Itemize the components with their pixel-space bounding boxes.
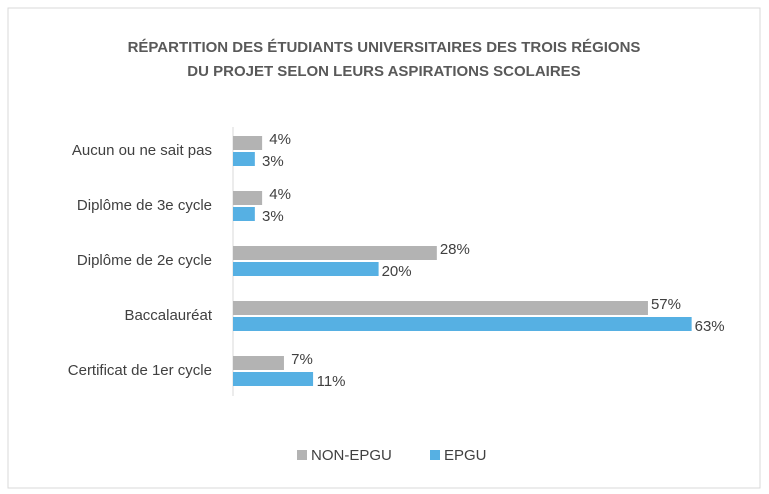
- y-tick-label: Diplôme de 2e cycle: [77, 252, 212, 269]
- bar: [233, 152, 255, 166]
- value-label: 11%: [317, 373, 346, 390]
- value-label: 4%: [269, 186, 291, 203]
- bar: [233, 246, 437, 260]
- value-label: 20%: [382, 263, 412, 280]
- value-label: 3%: [262, 153, 284, 170]
- value-label: 63%: [695, 318, 725, 335]
- legend-label: EPGU: [444, 447, 487, 464]
- value-label: 7%: [291, 351, 313, 368]
- y-tick-label: Diplôme de 3e cycle: [77, 197, 212, 214]
- bar: [233, 301, 648, 315]
- value-label: 28%: [440, 241, 470, 258]
- bar: [233, 356, 284, 370]
- bar: [233, 317, 692, 331]
- chart-title: DU PROJET SELON LEURS ASPIRATIONS SCOLAI…: [187, 63, 580, 80]
- chart-title: RÉPARTITION DES ÉTUDIANTS UNIVERSITAIRES…: [128, 39, 641, 56]
- y-tick-label: Aucun ou ne sait pas: [72, 142, 212, 159]
- value-label: 4%: [269, 131, 291, 148]
- legend-swatch: [297, 450, 307, 460]
- bar: [233, 136, 263, 150]
- bar: [233, 191, 263, 205]
- legend-label: NON-EPGU: [311, 447, 392, 464]
- bar: [233, 262, 379, 276]
- legend-swatch: [430, 450, 440, 460]
- bar: [233, 372, 314, 386]
- value-label: 57%: [651, 296, 681, 313]
- y-tick-label: Baccalauréat: [124, 307, 212, 324]
- value-label: 3%: [262, 208, 284, 225]
- y-tick-label: Certificat de 1er cycle: [68, 362, 212, 379]
- bar: [233, 207, 255, 221]
